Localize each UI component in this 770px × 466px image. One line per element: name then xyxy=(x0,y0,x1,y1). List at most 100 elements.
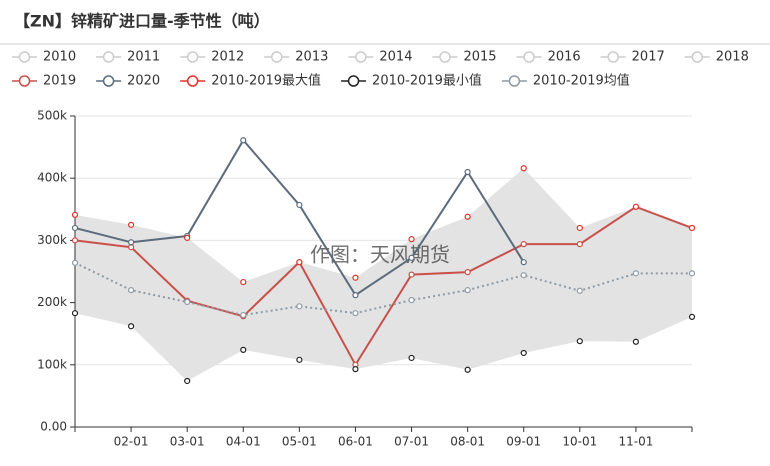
legend-item[interactable]: 2011 xyxy=(96,50,160,65)
legend-label: 2018 xyxy=(716,50,749,65)
data-point xyxy=(352,366,359,373)
legend-item[interactable]: 2014 xyxy=(348,50,412,65)
data-point xyxy=(296,259,303,266)
legend-label: 2016 xyxy=(548,50,581,65)
data-point xyxy=(352,292,359,299)
data-point xyxy=(296,201,303,209)
data-point xyxy=(296,356,303,363)
y-tick-label: 500k xyxy=(37,109,67,123)
legend-item[interactable]: 2010-2019最小值 xyxy=(341,73,482,89)
data-point xyxy=(576,224,583,232)
data-point xyxy=(71,237,79,244)
data-point xyxy=(296,303,303,310)
legend-item[interactable]: 2018 xyxy=(684,50,749,65)
data-point xyxy=(71,224,79,232)
data-point xyxy=(127,221,135,228)
legend-label: 2015 xyxy=(463,50,496,65)
data-point xyxy=(520,165,527,172)
watermark: 作图：天风期货 xyxy=(310,243,450,267)
legend-item[interactable]: 2010-2019均值 xyxy=(501,73,630,89)
x-tick-label: 03-01 xyxy=(170,435,205,449)
data-point xyxy=(127,244,135,251)
legend-item[interactable]: 2010-2019最大值 xyxy=(180,73,321,89)
data-point xyxy=(408,354,415,362)
legend-label: 2010 xyxy=(43,50,76,65)
data-point xyxy=(464,213,471,220)
x-tick-label: 11-01 xyxy=(618,435,653,449)
data-point xyxy=(352,274,359,281)
data-point xyxy=(408,254,415,261)
x-tick-label: 09-01 xyxy=(506,435,541,449)
data-point xyxy=(240,137,247,144)
legend-item[interactable]: 2017 xyxy=(600,50,665,65)
legend-icon xyxy=(186,75,199,87)
legend-icon xyxy=(523,51,535,63)
y-tick-label: 0.00 xyxy=(40,420,67,434)
x-tick-label: 08-01 xyxy=(450,435,485,449)
data-point xyxy=(688,313,696,321)
y-tick-label: 200k xyxy=(37,295,67,309)
legend-label: 2010-2019最小值 xyxy=(372,73,482,89)
data-point xyxy=(464,269,471,276)
legend-icon xyxy=(607,51,619,63)
legend-item[interactable]: 2010 xyxy=(12,50,76,65)
x-tick-label: 04-01 xyxy=(226,435,261,449)
data-point xyxy=(408,297,415,304)
legend-label: 2017 xyxy=(632,50,665,65)
data-point xyxy=(520,349,527,357)
series-line xyxy=(74,205,693,367)
legend-icon xyxy=(271,51,283,63)
data-point xyxy=(127,323,135,330)
data-point xyxy=(632,203,640,210)
legend-item[interactable]: 2012 xyxy=(180,50,244,65)
legend-item[interactable]: 2020 xyxy=(96,74,160,89)
data-point xyxy=(576,287,583,294)
data-point xyxy=(408,236,415,243)
chart-title: 【ZN】锌精矿进口量-季节性（吨） xyxy=(14,12,270,31)
data-point xyxy=(520,241,527,248)
legend-label: 2019 xyxy=(43,74,76,89)
data-point xyxy=(464,168,471,176)
legend-icon xyxy=(102,75,115,87)
data-point xyxy=(71,259,79,266)
data-point xyxy=(632,270,640,277)
data-point xyxy=(520,272,527,279)
legend-icon xyxy=(439,51,451,63)
data-point xyxy=(688,224,696,232)
data-point xyxy=(127,239,135,246)
series-line xyxy=(74,261,692,317)
legend-item[interactable]: 2016 xyxy=(516,50,581,65)
y-tick-label: 100k xyxy=(37,357,67,371)
data-point xyxy=(688,270,696,277)
legend-icon xyxy=(186,51,199,63)
data-point xyxy=(184,234,191,242)
data-point xyxy=(576,338,583,345)
range-band xyxy=(75,168,692,381)
legend-label: 2010-2019最大值 xyxy=(211,73,321,89)
data-point xyxy=(352,310,359,317)
data-point xyxy=(240,278,247,286)
data-point xyxy=(184,298,191,306)
legend-item[interactable]: 2015 xyxy=(432,50,497,65)
legend-item[interactable]: 2013 xyxy=(264,50,328,65)
legend-label: 2014 xyxy=(379,50,412,65)
legend-item[interactable]: 2019 xyxy=(12,74,76,89)
data-point xyxy=(71,310,79,317)
data-point xyxy=(464,287,471,294)
x-tick-label: 02-01 xyxy=(114,435,149,449)
data-point xyxy=(127,287,135,294)
legend-icon xyxy=(508,75,521,87)
data-point xyxy=(408,271,415,278)
x-tick-label: 05-01 xyxy=(282,435,317,449)
y-tick-label: 400k xyxy=(37,171,67,185)
data-point xyxy=(71,211,79,218)
legend-icon xyxy=(18,75,31,87)
legend-icon xyxy=(691,51,703,63)
x-tick-label: 06-01 xyxy=(338,435,373,449)
legend-icon xyxy=(18,51,31,63)
data-point xyxy=(576,241,583,248)
x-tick-label: 10-01 xyxy=(562,435,597,449)
legend-label: 2012 xyxy=(211,50,244,65)
legend-label: 2013 xyxy=(295,50,328,65)
